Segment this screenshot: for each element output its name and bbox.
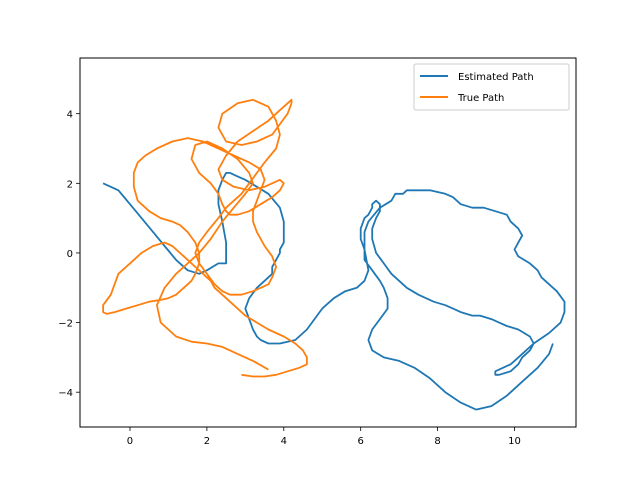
y-tick-label: −4 xyxy=(58,388,73,399)
legend: Estimated Path True Path xyxy=(413,63,570,111)
series-line-estimated-path xyxy=(102,171,566,411)
series-line-true-path xyxy=(102,98,308,378)
y-tick-label: 2 xyxy=(67,179,73,190)
legend-label-true-path: True Path xyxy=(457,93,504,104)
x-tick-label: 8 xyxy=(434,436,440,447)
x-tick-label: 10 xyxy=(508,436,521,447)
legend-box xyxy=(413,63,570,111)
y-tick-label: 4 xyxy=(67,110,73,121)
x-tick-label: 4 xyxy=(281,436,287,447)
y-tick-label: 0 xyxy=(67,249,73,260)
series-layer xyxy=(102,98,566,411)
x-tick-label: 2 xyxy=(204,436,210,447)
y-tick-label: −2 xyxy=(58,319,73,330)
x-axis: 0 2 4 6 8 10 xyxy=(127,427,521,447)
x-tick-label: 0 xyxy=(127,436,133,447)
plot-area-frame xyxy=(79,57,577,428)
legend-label-estimated-path: Estimated Path xyxy=(458,72,534,83)
x-tick-label: 6 xyxy=(357,436,363,447)
y-axis: −4 −2 0 2 4 xyxy=(58,110,80,399)
